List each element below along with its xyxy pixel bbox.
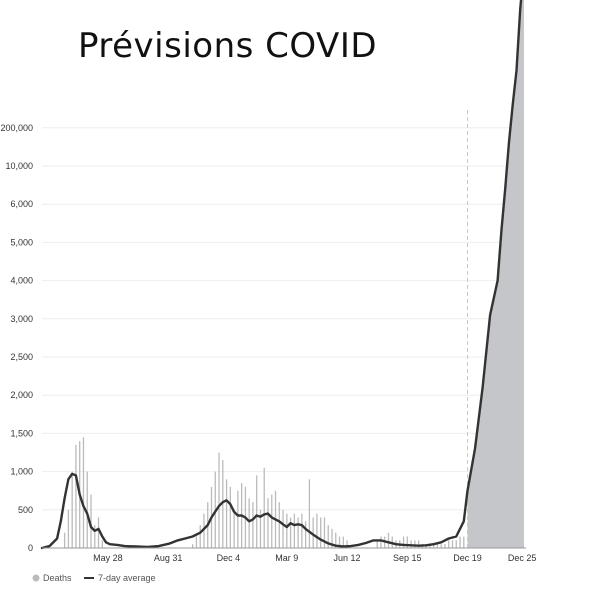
page-title: Prévisions COVID: [78, 26, 378, 66]
x-tick-label: Sep 15: [393, 553, 422, 563]
y-tick-label: 200,000: [0, 123, 33, 133]
deaths-bar: [387, 532, 390, 548]
deaths-bar: [237, 490, 239, 548]
deaths-bar: [342, 536, 344, 548]
deaths-bar: [233, 509, 235, 548]
y-tick-label: 4,000: [10, 276, 33, 286]
deaths-bar: [229, 486, 231, 548]
deaths-bar: [293, 513, 295, 548]
deaths-bar: [414, 540, 416, 548]
deaths-bar: [376, 540, 378, 548]
deaths-bar: [308, 479, 311, 548]
deaths-bar: [286, 513, 288, 548]
x-tick-label: Dec 19: [453, 553, 482, 563]
deaths-bar: [195, 536, 198, 548]
y-tick-label: 1,500: [10, 428, 33, 438]
y-tick-label: 1,000: [10, 467, 33, 477]
deaths-bar: [459, 536, 461, 548]
x-tick-label: Mar 9: [275, 553, 298, 563]
average-line: [40, 0, 523, 550]
x-tick-label: Dec 4: [217, 553, 241, 563]
deaths-bar: [256, 475, 258, 548]
deaths-bar: [455, 540, 457, 548]
deaths-bar: [267, 498, 269, 548]
deaths-bar: [289, 517, 292, 548]
deaths-bar: [440, 544, 442, 548]
deaths-bar: [203, 513, 205, 548]
legend-average-label: 7-day average: [98, 573, 156, 583]
deaths-bar: [297, 517, 299, 548]
y-tick-label: 0: [28, 543, 33, 553]
deaths-bar: [327, 525, 329, 548]
x-tick-label: Aug 31: [154, 553, 183, 563]
x-tick-label: May 28: [93, 553, 123, 563]
deaths-bars: [63, 437, 465, 548]
deaths-bar: [259, 509, 262, 548]
deaths-bar: [199, 525, 201, 548]
deaths-bar: [463, 536, 465, 548]
deaths-bar: [71, 471, 73, 548]
deaths-bar: [271, 494, 273, 548]
deaths-bar: [192, 544, 194, 548]
deaths-bar: [316, 513, 318, 548]
y-tick-label: 6,000: [10, 199, 33, 209]
deaths-bar: [222, 460, 224, 548]
deaths-bar: [417, 540, 420, 548]
x-tick-label: Dec 25: [508, 553, 537, 563]
deaths-bar: [444, 544, 446, 548]
legend-deaths-swatch: [32, 574, 40, 582]
deaths-bar: [312, 517, 314, 548]
deaths-bar: [90, 494, 92, 548]
deaths-bar: [402, 536, 405, 548]
deaths-bar: [346, 540, 348, 548]
y-tick-label: 10,000: [5, 161, 33, 171]
y-tick-label: 2,000: [10, 390, 33, 400]
deaths-bar: [75, 444, 77, 548]
deaths-bar: [433, 544, 435, 548]
legend-deaths-label: Deaths: [43, 573, 72, 583]
grid-lines: [42, 110, 524, 548]
deaths-bar: [335, 532, 337, 548]
deaths-bar: [94, 525, 96, 548]
deaths-bar: [248, 498, 250, 548]
deaths-bar: [278, 502, 280, 548]
deaths-bar: [67, 509, 70, 548]
deaths-bar: [101, 540, 103, 548]
deaths-bar: [380, 536, 382, 548]
deaths-bar: [304, 521, 307, 548]
average-line-path: [40, 0, 523, 550]
deaths-bar: [252, 502, 254, 548]
deaths-bar: [331, 528, 333, 548]
deaths-bar: [63, 532, 66, 548]
deaths-bar: [451, 540, 454, 548]
deaths-bar: [301, 513, 303, 548]
deaths-bar: [406, 536, 408, 548]
deaths-bar: [218, 452, 220, 548]
deaths-bar: [97, 517, 100, 548]
y-tick-label: 3,000: [10, 314, 33, 324]
x-axis: May 28 Aug 31 Dec 4 Mar 9 Jun 12 Sep 15 Dec 19…: [42, 547, 537, 563]
deaths-bar: [338, 536, 341, 548]
deaths-bar: [82, 437, 85, 548]
deaths-bar: [282, 509, 284, 548]
deaths-bar: [225, 479, 228, 548]
deaths-bar: [263, 467, 265, 548]
deaths-bar: [429, 544, 431, 548]
deaths-bar: [320, 517, 322, 548]
y-axis: 0 500 1,000 1,500 2,000 2,500 3,000 4,000 5,000 6…: [0, 123, 33, 553]
x-tick-label: Jun 12: [334, 553, 361, 563]
deaths-bar: [323, 517, 326, 548]
deaths-bar: [86, 471, 88, 548]
y-tick-label: 5,000: [10, 237, 33, 247]
legend: Deaths 7-day average: [32, 573, 156, 583]
deaths-bar: [436, 544, 439, 548]
y-tick-label: 2,500: [10, 352, 33, 362]
y-tick-label: 500: [18, 505, 33, 515]
deaths-bar: [448, 540, 450, 548]
